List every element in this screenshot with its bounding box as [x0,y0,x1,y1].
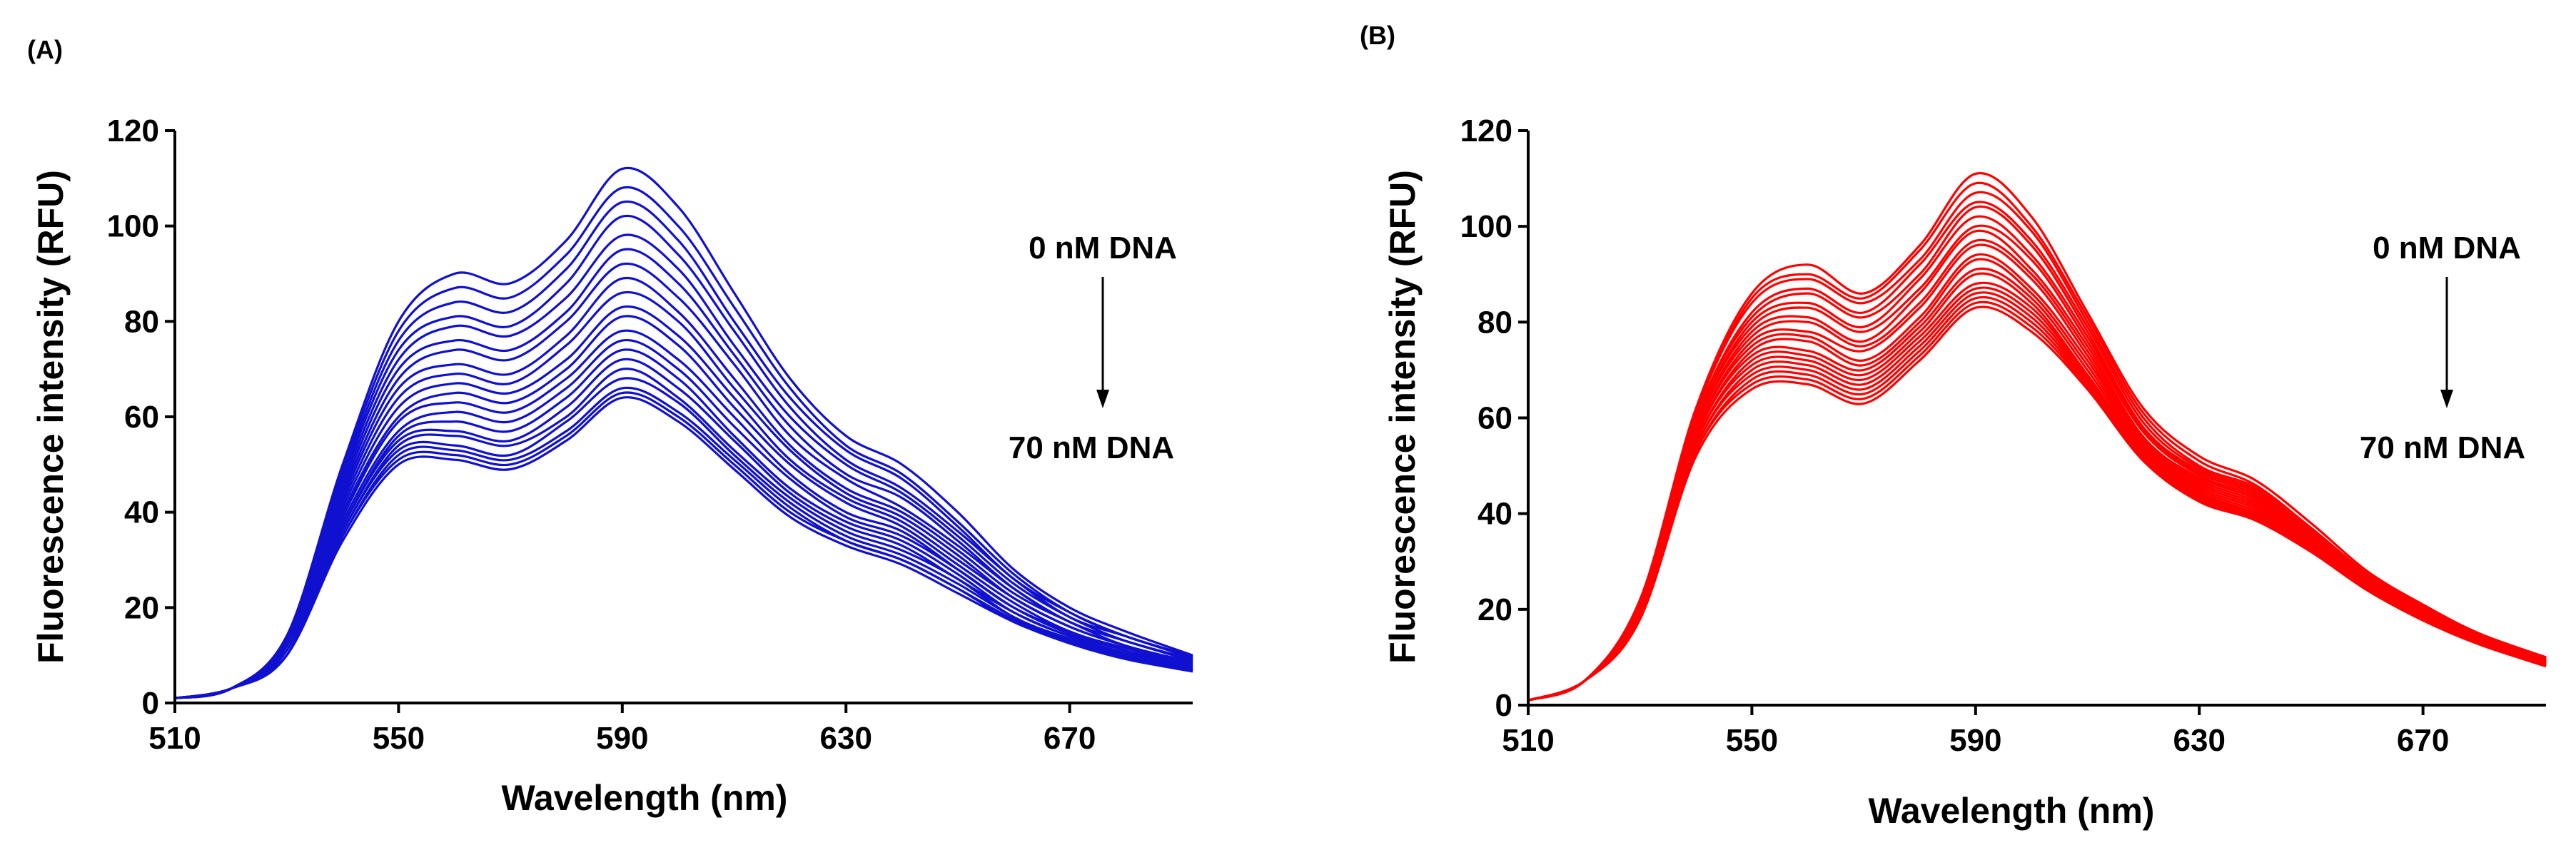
x-tick-label: 590 [1949,723,2001,758]
y-tick-label: 80 [124,304,159,339]
x-axis-title: Wavelength (nm) [1869,791,2155,831]
panel-label: (A) [27,35,63,64]
spectra-group [174,166,1193,699]
y-tick-label: 0 [1495,688,1512,723]
spectrum-line [174,377,1193,699]
x-ticks: 510 550 590 630 670 [1502,705,2449,758]
y-tick-label: 20 [124,590,159,625]
annotation-start-concentration: 0 nM DNA [1029,231,1177,265]
x-tick-label: 550 [373,721,425,756]
y-tick-label: 60 [124,400,159,435]
spectrum-line [174,315,1193,699]
spectrum-line [174,358,1193,699]
spectrum-line [174,233,1193,699]
annotation-end-concentration: 70 nM DNA [2360,430,2525,465]
spectrum-line [174,262,1193,699]
spectrum-line [1527,300,2547,702]
arrow-head [2440,390,2453,408]
x-tick-label: 510 [1502,723,1554,758]
y-tick-label: 100 [107,209,159,244]
y-tick-label: 0 [142,686,159,721]
y-tick-label: 40 [124,495,159,530]
y-tick-label: 60 [1478,401,1512,436]
spectrum-line [1527,305,2547,702]
spectrum-line [174,305,1193,699]
y-axis-title: Fluorescence intensity (RFU) [1383,170,1423,664]
x-tick-label: 670 [2397,723,2449,758]
spectrum-line [174,276,1193,699]
y-tick-label: 120 [1460,113,1512,148]
chart-panel-a: (A) 0 20 40 60 80 100 120 510 550 590 630 670 Wave… [27,35,1193,818]
y-tick-label: 40 [1478,497,1512,532]
spectrum-line [1527,171,2547,702]
annotation-end-concentration: 70 nM DNA [1009,430,1174,465]
x-tick-label: 630 [2173,723,2226,758]
spectrum-line [174,290,1193,699]
y-ticks: 0 20 40 60 80 100 120 [107,113,175,721]
y-axis-title: Fluorescence intensity (RFU) [31,170,71,664]
y-tick-label: 100 [1460,209,1512,244]
spectrum-line [174,214,1193,699]
x-tick-label: 670 [1044,721,1096,756]
panel-label: (B) [1360,21,1395,50]
spectrum-line [174,396,1193,699]
y-tick-label: 80 [1478,305,1512,340]
annotation-start-concentration: 0 nM DNA [2373,231,2521,265]
arrow-head [1096,390,1109,408]
y-ticks: 0 20 40 60 80 100 120 [1460,113,1528,723]
x-tick-label: 630 [820,721,872,756]
spectrum-line [174,166,1193,699]
x-tick-label: 550 [1726,723,1778,758]
chart-panel-b: (B) 0 20 40 60 80 100 120 510 550 590 630 670 Wave… [1360,21,2547,831]
spectra-group [1527,171,2547,702]
x-axis-title: Wavelength (nm) [502,778,788,818]
x-tick-label: 590 [596,721,648,756]
spectrum-line [174,338,1193,699]
spectrum-line [174,186,1193,699]
x-tick-label: 510 [148,721,201,756]
y-tick-label: 20 [1478,592,1512,627]
x-ticks: 510 550 590 630 670 [148,703,1096,756]
y-tick-label: 120 [107,113,159,148]
